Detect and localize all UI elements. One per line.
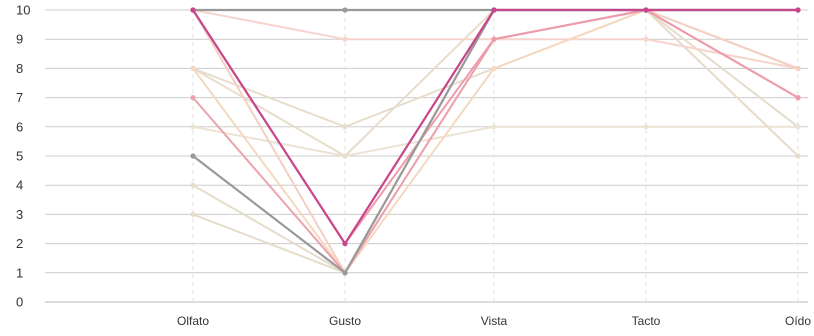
data-point <box>342 270 348 276</box>
series-7 <box>190 7 801 276</box>
series-line <box>192 9 799 274</box>
series-8 <box>190 7 801 276</box>
series-line <box>192 9 799 274</box>
data-point <box>342 153 348 159</box>
data-point <box>491 7 497 13</box>
series-2 <box>190 124 801 159</box>
data-point <box>795 153 801 159</box>
data-point <box>491 65 497 71</box>
data-point <box>190 7 196 13</box>
data-point <box>491 124 497 130</box>
y-axis-ticks: 0 1 2 3 4 5 6 7 8 9 10 <box>16 3 30 310</box>
data-point <box>190 182 196 188</box>
series-6 <box>190 7 801 276</box>
data-point <box>342 7 348 13</box>
x-tick-label: Vista <box>481 314 508 328</box>
x-tick-label: Gusto <box>329 314 361 328</box>
series-line <box>192 9 799 274</box>
y-tick-label: 3 <box>16 207 23 222</box>
data-point <box>795 95 801 101</box>
series-line <box>192 9 799 274</box>
y-tick-label: 0 <box>16 295 23 310</box>
data-point <box>342 36 348 42</box>
grid-lines <box>45 9 808 303</box>
data-point <box>342 124 348 130</box>
x-axis-ticks: Olfato Gusto Vista Tacto Oído <box>177 314 811 328</box>
y-tick-label: 4 <box>16 178 23 193</box>
x-tick-label: Olfato <box>177 314 209 328</box>
data-point <box>190 95 196 101</box>
data-point <box>643 7 649 13</box>
data-point <box>190 153 196 159</box>
y-tick-label: 9 <box>16 32 23 47</box>
series-12 <box>190 7 801 247</box>
y-tick-label: 7 <box>16 90 23 105</box>
data-point <box>795 124 801 130</box>
data-point <box>795 65 801 71</box>
series-1 <box>190 7 801 276</box>
y-tick-label: 2 <box>16 236 23 251</box>
y-tick-label: 8 <box>16 61 23 76</box>
data-point <box>190 65 196 71</box>
y-tick-label: 5 <box>16 149 23 164</box>
series-lines <box>190 7 801 276</box>
data-point <box>795 7 801 13</box>
series-line <box>192 9 799 274</box>
y-tick-label: 1 <box>16 265 23 280</box>
y-tick-label: 10 <box>16 3 30 18</box>
series-10 <box>190 7 801 276</box>
series-line <box>192 9 799 157</box>
x-tick-label: Oído <box>785 314 811 328</box>
data-point <box>190 211 196 217</box>
series-line <box>192 125 798 157</box>
data-point <box>190 124 196 130</box>
series-line <box>192 8 798 274</box>
data-point <box>643 36 649 42</box>
y-tick-label: 6 <box>16 119 23 134</box>
data-point <box>643 124 649 130</box>
data-point <box>342 241 348 247</box>
x-tick-label: Tacto <box>632 314 661 328</box>
series-0 <box>190 7 801 276</box>
series-4 <box>190 7 801 159</box>
data-point <box>491 36 497 42</box>
